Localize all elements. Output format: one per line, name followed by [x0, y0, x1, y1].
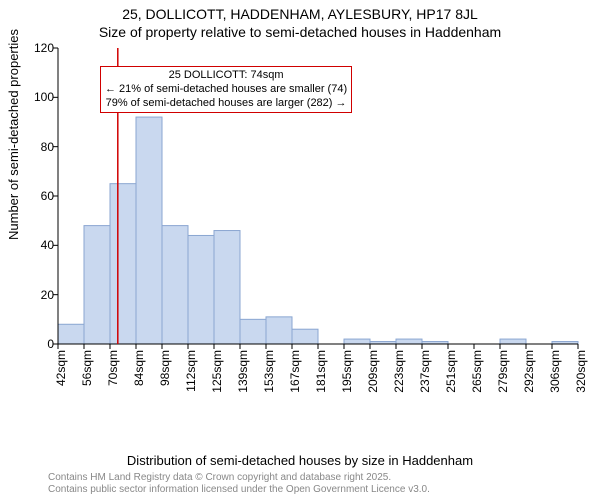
- y-tick-label: 80: [41, 140, 58, 154]
- annotation-line-3: 79% of semi-detached houses are larger (…: [105, 97, 347, 111]
- y-tick-label: 40: [41, 238, 58, 252]
- x-tick-label: 306sqm: [546, 350, 562, 393]
- y-tick-label: 60: [41, 189, 58, 203]
- y-tick-label: 0: [47, 337, 58, 351]
- footer-line-1: Contains HM Land Registry data © Crown c…: [48, 472, 430, 484]
- x-tick-label: 279sqm: [494, 350, 510, 393]
- x-tick-label: 265sqm: [468, 350, 484, 393]
- annotation-line-2: ← 21% of semi-detached houses are smalle…: [105, 83, 347, 97]
- x-tick-label: 42sqm: [52, 350, 68, 386]
- title-line-2: Size of property relative to semi-detach…: [0, 24, 600, 42]
- y-axis-label: Number of semi-detached properties: [6, 29, 21, 240]
- title-line-1: 25, DOLLICOTT, HADDENHAM, AYLESBURY, HP1…: [0, 6, 600, 24]
- annotation-box: 25 DOLLICOTT: 74sqm ← 21% of semi-detach…: [100, 66, 352, 113]
- x-tick-label: 98sqm: [156, 350, 172, 386]
- x-tick-label: 181sqm: [312, 350, 328, 393]
- x-tick-label: 84sqm: [130, 350, 146, 386]
- x-tick-label: 195sqm: [338, 350, 354, 393]
- y-tick-label: 120: [34, 41, 58, 55]
- title-block: 25, DOLLICOTT, HADDENHAM, AYLESBURY, HP1…: [0, 0, 600, 41]
- footer: Contains HM Land Registry data © Crown c…: [48, 472, 430, 496]
- x-axis-label: Distribution of semi-detached houses by …: [0, 453, 600, 468]
- x-tick-label: 139sqm: [234, 350, 250, 393]
- plot-area: 020406080100120 42sqm56sqm70sqm84sqm98sq…: [58, 44, 578, 350]
- x-tick-label: 153sqm: [260, 350, 276, 393]
- x-tick-label: 56sqm: [78, 350, 94, 386]
- x-tick-label: 125sqm: [208, 350, 224, 393]
- footer-line-2: Contains public sector information licen…: [48, 484, 430, 496]
- x-tick-label: 237sqm: [416, 350, 432, 393]
- chart-container: 25, DOLLICOTT, HADDENHAM, AYLESBURY, HP1…: [0, 0, 600, 500]
- x-tick-label: 112sqm: [182, 350, 198, 392]
- x-tick-label: 251sqm: [442, 350, 458, 393]
- x-tick-label: 209sqm: [364, 350, 380, 393]
- x-tick-label: 70sqm: [104, 350, 120, 386]
- y-tick-label: 20: [41, 288, 58, 302]
- x-tick-label: 320sqm: [572, 350, 588, 393]
- x-tick-label: 292sqm: [520, 350, 536, 393]
- x-tick-label: 167sqm: [286, 350, 302, 393]
- y-tick-label: 100: [34, 90, 58, 104]
- x-tick-label: 223sqm: [390, 350, 406, 393]
- annotation-line-1: 25 DOLLICOTT: 74sqm: [105, 69, 347, 83]
